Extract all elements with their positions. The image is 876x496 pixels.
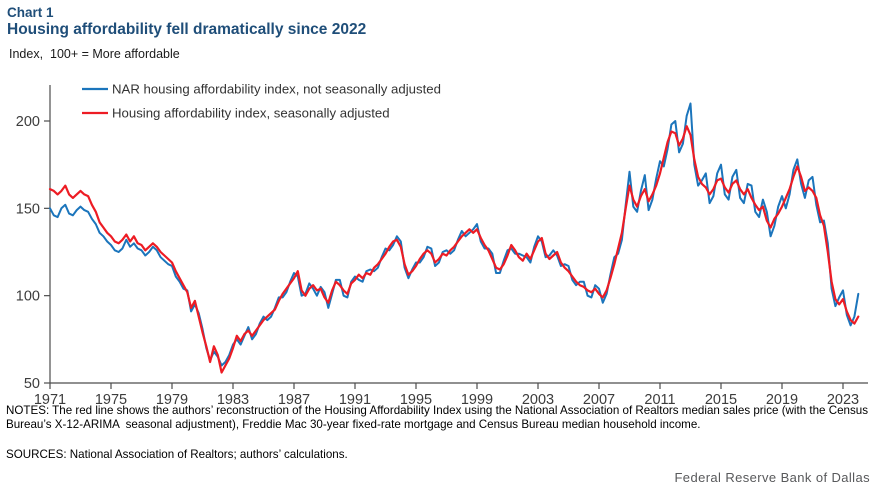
x-tick-label: 1987 (278, 392, 310, 408)
x-tick-label: 1991 (339, 392, 371, 408)
x-tick-label: 2015 (705, 392, 737, 408)
legend: NAR housing affordability index, not sea… (82, 82, 441, 121)
y-axis-unit-label: Index, 100+ = More affordable (9, 47, 180, 61)
series-sa-line (48, 125, 860, 374)
legend-label: NAR housing affordability index, not sea… (112, 82, 441, 97)
legend-label: Housing affordability index, seasonally … (112, 106, 390, 121)
chart-notes: NOTES: The red line shows the authors’ r… (6, 404, 872, 431)
x-tick-label: 1971 (34, 392, 66, 408)
x-tick-label: 2019 (766, 392, 798, 408)
x-tick-label: 1999 (461, 392, 493, 408)
y-tick-label: 150 (16, 201, 40, 217)
x-tick-label: 1979 (156, 392, 188, 408)
x-tick-label: 2007 (583, 392, 615, 408)
chart-number-label: Chart 1 (7, 5, 54, 20)
x-tick-label: 1975 (95, 392, 127, 408)
x-tick-label: 1983 (217, 392, 249, 408)
axes (49, 85, 868, 384)
footer-brand: Federal Reserve Bank of Dallas (674, 470, 870, 485)
x-tick-label: 2023 (827, 392, 859, 408)
chart-sources: SOURCES: National Association of Realtor… (6, 448, 348, 461)
y-tick-label: 50 (24, 376, 40, 392)
y-tick-label: 100 (16, 289, 40, 305)
x-tick-label: 1995 (400, 392, 432, 408)
y-axis-ticks: 50 100 150 200 (16, 114, 50, 392)
legend-item: NAR housing affordability index, not sea… (82, 82, 441, 97)
x-tick-label: 2003 (522, 392, 554, 408)
series-nsa-line (49, 102, 860, 367)
legend-item: Housing affordability index, seasonally … (82, 106, 390, 121)
page-title: Housing affordability fell dramatically … (7, 21, 367, 38)
y-tick-label: 200 (16, 114, 40, 130)
x-tick-label: 2011 (644, 392, 675, 408)
x-axis-ticks: 1971 1975 1979 1983 1987 1991 1995 1999 2003 2007… (34, 383, 859, 408)
